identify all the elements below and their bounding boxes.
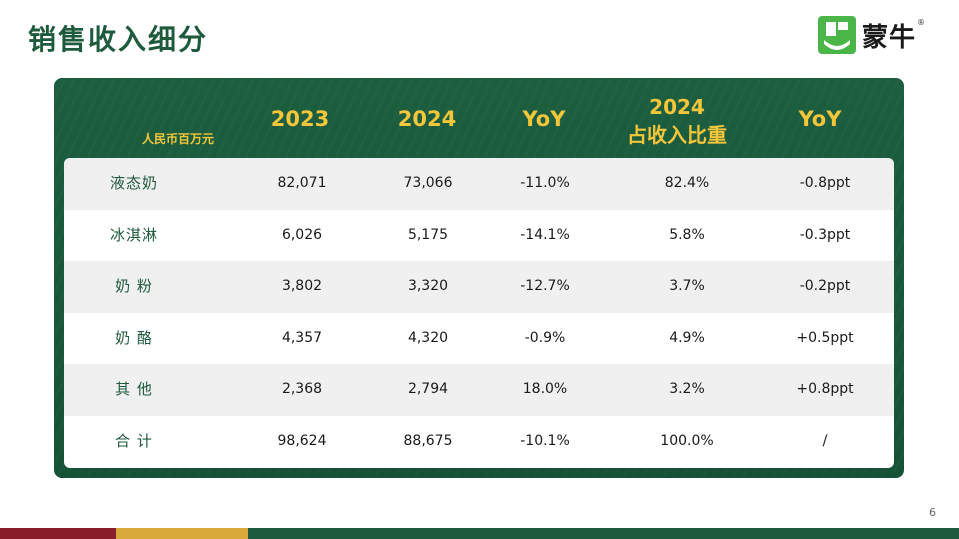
row-2024-value: 3,320 <box>407 278 449 295</box>
table-row: 奶 酪 4,357 4,320 -0.9% 4.9% +0.5ppt <box>64 313 894 365</box>
table-row: 奶 粉 3,802 3,320 -12.7% 3.7% -0.2ppt <box>64 261 894 313</box>
row-2023-value: 3,802 <box>281 278 323 295</box>
registered-mark: ® <box>917 18 926 27</box>
row-2024-value: 88,675 <box>403 433 453 449</box>
row-category: 合 计 <box>115 432 153 450</box>
row-share-yoy: -0.8ppt <box>799 175 851 191</box>
header-share-label: 占收入比重 <box>627 123 727 147</box>
row-yoy: -0.9% <box>524 329 566 346</box>
sales-table: 液态奶 82,071 73,066 -11.0% 82.4% -0.8ppt 冰… <box>64 158 894 468</box>
row-share: 100.0% <box>660 433 714 449</box>
row-share: 82.4% <box>664 175 710 191</box>
page-title: 销售收入细分 <box>28 23 209 56</box>
footer-gold-segment <box>116 528 248 539</box>
row-yoy: -14.1% <box>520 226 570 243</box>
table-row: 液态奶 82,071 73,066 -11.0% 82.4% -0.8ppt <box>64 158 894 210</box>
header-2024: 2024 <box>397 107 457 131</box>
sales-breakdown-panel: 人民币百万元 2023 2024 YoY 2024 占收入比重 YoY 液态奶 … <box>54 78 904 478</box>
footer-red-segment <box>0 528 116 539</box>
row-2024-value: 2,794 <box>407 381 449 398</box>
row-category: 其 他 <box>115 380 153 399</box>
row-yoy: -12.7% <box>520 278 570 295</box>
row-share-yoy: -0.2ppt <box>799 278 851 295</box>
row-category: 冰淇淋 <box>109 225 158 244</box>
row-2023-value: 4,357 <box>281 329 323 346</box>
header-share-year: 2024 <box>649 95 705 119</box>
page-number: 6 <box>929 506 936 519</box>
row-2023-value: 98,624 <box>277 433 327 449</box>
row-yoy: -11.0% <box>520 175 570 191</box>
logo-text: 蒙牛 <box>862 22 917 53</box>
mengniu-logo-icon <box>818 16 856 54</box>
footer-color-bar <box>0 528 959 539</box>
row-yoy: 18.0% <box>522 381 568 398</box>
row-share-yoy: / <box>822 433 828 449</box>
row-share: 4.9% <box>669 329 705 346</box>
row-2024-value: 73,066 <box>403 175 453 191</box>
row-2023-value: 82,071 <box>277 175 327 191</box>
row-2023-value: 6,026 <box>281 226 323 243</box>
row-share-yoy: -0.3ppt <box>799 226 851 243</box>
row-2024-value: 4,320 <box>407 329 449 346</box>
table-row-total: 合 计 98,624 88,675 -10.1% 100.0% / <box>64 416 894 468</box>
table-row: 冰淇淋 6,026 5,175 -14.1% 5.8% -0.3ppt <box>64 210 894 262</box>
row-share-yoy: +0.8ppt <box>796 381 854 398</box>
header-revenue-share: 2024 占收入比重 <box>612 93 742 149</box>
row-category: 液态奶 <box>109 174 158 192</box>
row-share: 3.2% <box>669 381 705 398</box>
header-2023: 2023 <box>270 107 330 131</box>
row-yoy: -10.1% <box>520 433 570 449</box>
row-share: 5.8% <box>669 226 705 243</box>
footer-green-segment <box>248 528 959 539</box>
row-2024-value: 5,175 <box>407 226 449 243</box>
row-category: 奶 粉 <box>115 277 153 296</box>
table-row: 其 他 2,368 2,794 18.0% 3.2% +0.8ppt <box>64 364 894 416</box>
mengniu-logo: 蒙牛 ® <box>818 16 925 54</box>
unit-label: 人民币百万元 <box>141 132 214 146</box>
row-category: 奶 酪 <box>115 328 153 347</box>
header-share-yoy: YoY <box>798 107 842 131</box>
header-yoy: YoY <box>522 107 566 131</box>
row-share-yoy: +0.5ppt <box>796 329 854 346</box>
row-2023-value: 2,368 <box>281 381 323 398</box>
row-share: 3.7% <box>669 278 705 295</box>
